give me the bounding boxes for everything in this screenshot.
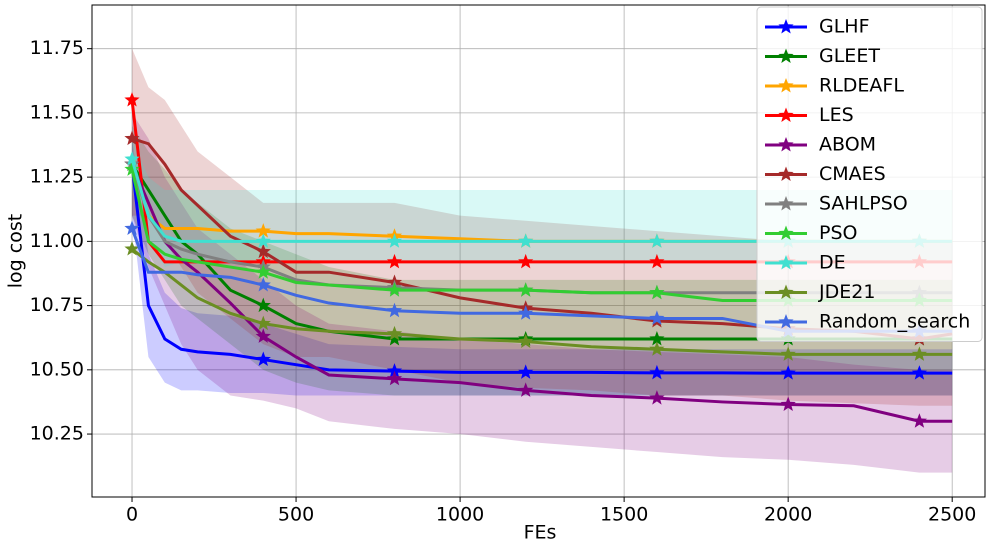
marker — [124, 130, 140, 146]
y-tick-label: 11.50 — [30, 101, 84, 123]
marker — [518, 233, 534, 248]
legend-marker — [778, 314, 794, 329]
marker — [649, 253, 665, 269]
legend-label: SAHLPSO — [819, 193, 908, 215]
marker — [255, 264, 271, 279]
legend-label: JDE21 — [818, 281, 875, 303]
marker — [649, 310, 665, 325]
x-tick-label: 1000 — [436, 504, 484, 526]
error-band — [132, 138, 953, 396]
y-tick-label: 10.50 — [30, 358, 84, 380]
marker — [255, 328, 271, 343]
marker — [518, 305, 534, 320]
marker — [124, 161, 140, 176]
y-axis-label: log cost — [5, 214, 27, 288]
marker — [124, 220, 140, 235]
legend-marker — [778, 107, 794, 122]
x-axis-label: FEs — [524, 522, 557, 544]
legend-label: CMAES — [819, 163, 886, 185]
marker — [780, 346, 796, 361]
marker — [255, 243, 271, 259]
y-tick-label: 11.00 — [30, 230, 84, 252]
legend-label: LES — [819, 104, 854, 126]
legend-marker — [778, 78, 794, 93]
marker — [911, 413, 927, 428]
marker — [386, 282, 403, 297]
marker — [386, 370, 403, 386]
legend-marker — [778, 19, 794, 34]
marker — [649, 331, 665, 346]
marker — [649, 390, 665, 405]
legend-box — [756, 6, 983, 342]
legend-marker — [778, 255, 794, 270]
marker — [780, 365, 796, 380]
marker — [386, 233, 403, 248]
legend-marker — [778, 225, 794, 240]
legend-label: PSO — [819, 222, 857, 244]
marker — [518, 253, 534, 269]
x-tick-label: 2000 — [764, 504, 812, 526]
marker — [518, 333, 534, 348]
legend-label: DE — [819, 252, 846, 274]
legend-label: ABOM — [819, 134, 876, 156]
marker — [649, 341, 665, 356]
x-tick-label: 2500 — [928, 504, 976, 526]
marker — [386, 302, 403, 318]
marker — [518, 282, 534, 297]
plot-frame — [91, 4, 986, 498]
marker — [518, 382, 534, 397]
marker — [649, 233, 665, 248]
marker — [255, 351, 271, 366]
error-band — [132, 48, 953, 406]
marker — [649, 284, 665, 300]
y-tick-label: 10.25 — [30, 423, 84, 445]
marker — [255, 233, 271, 248]
marker — [255, 277, 271, 292]
legend-label: Random_search — [819, 311, 970, 333]
legend-marker — [778, 284, 794, 299]
marker — [255, 223, 271, 238]
legend-marker — [778, 196, 794, 211]
marker — [780, 396, 796, 411]
error-band — [132, 112, 953, 473]
y-tick-label: 11.75 — [30, 37, 84, 59]
marker — [911, 365, 927, 380]
legend-marker — [778, 137, 794, 152]
marker — [124, 151, 140, 166]
y-tick-label: 11.25 — [30, 166, 84, 188]
marker — [386, 331, 403, 346]
x-tick-label: 1500 — [600, 504, 648, 526]
marker — [386, 253, 403, 269]
legend-label: GLHF — [819, 16, 870, 38]
marker — [255, 297, 271, 313]
marker — [911, 346, 927, 361]
marker — [649, 364, 665, 380]
x-tick-label: 0 — [126, 504, 138, 526]
marker — [124, 241, 140, 256]
marker — [124, 92, 140, 107]
legend-label: GLEET — [819, 45, 880, 67]
y-tick-label: 10.75 — [30, 294, 84, 316]
legend-marker — [778, 166, 794, 181]
plot-area — [124, 48, 953, 473]
marker — [518, 364, 534, 379]
legend-label: RLDEAFL — [819, 75, 904, 97]
marker — [255, 315, 271, 331]
marker — [386, 325, 403, 341]
legend-marker — [778, 48, 794, 63]
error-band — [132, 125, 953, 396]
x-tick-label: 500 — [278, 504, 314, 526]
marker — [386, 363, 403, 378]
